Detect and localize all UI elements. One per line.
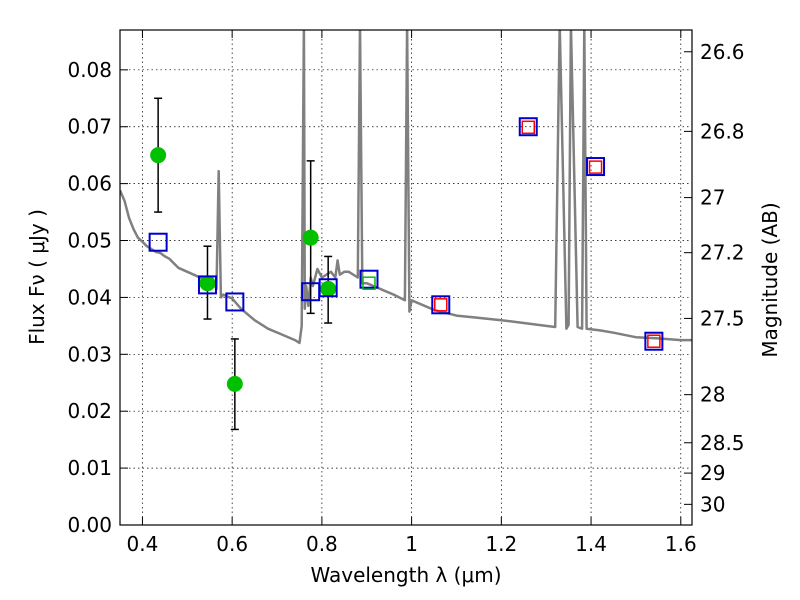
right-tick-label: 30 — [700, 492, 725, 516]
spectrum-line — [120, 30, 692, 345]
y-tick-label: 0.04 — [67, 285, 112, 309]
x-tick-label: 1.2 — [485, 532, 517, 556]
limit-point — [521, 120, 536, 135]
y-tick-label: 0.05 — [67, 229, 112, 253]
right-tick-label: 28 — [700, 383, 725, 407]
y-tick-label: 0.01 — [67, 456, 112, 480]
model-point — [431, 295, 451, 315]
model-point — [318, 278, 338, 298]
model-point — [197, 275, 217, 295]
model-point — [359, 269, 379, 289]
limit-point — [647, 334, 661, 348]
x-tick-label: 1.4 — [575, 532, 607, 556]
observed-point — [199, 275, 216, 292]
y-tick-label: 0.02 — [67, 399, 112, 423]
model-point — [586, 157, 606, 177]
x-axis-label: Wavelength λ (μm) — [310, 563, 501, 587]
grid — [120, 30, 692, 526]
observed-point — [226, 375, 243, 392]
y-tick-label: 0.00 — [67, 513, 112, 537]
observed-point — [320, 280, 337, 297]
y-tick-label: 0.06 — [67, 172, 112, 196]
y-tick-label: 0.08 — [67, 58, 112, 82]
y-tick-label: 0.07 — [67, 115, 112, 139]
right-tick-label: 29 — [700, 461, 725, 485]
plot-frame — [119, 29, 693, 526]
observed-point — [302, 229, 319, 246]
right-axis-label: Magnitude (AB) — [758, 202, 782, 357]
axes: 0.4 0.6 0.8 1 1.2 1.4 1.6 0.00 0.01 0.02 0.03 0.04 0… — [67, 29, 745, 556]
x-tick-label: 0.6 — [216, 532, 248, 556]
right-tick-label: 26.8 — [700, 119, 745, 143]
right-tick-label: 26.6 — [700, 40, 745, 64]
limit-point — [434, 298, 448, 312]
x-tick-label: 0.8 — [306, 532, 338, 556]
limit-point — [588, 160, 603, 174]
y-axis-label: Flux Fν ( μJy ) — [25, 209, 49, 345]
right-tick-label: 28.5 — [700, 431, 745, 455]
x-tick-label: 1 — [405, 532, 418, 556]
x-tick-label: 0.4 — [127, 532, 159, 556]
model-point-green — [362, 276, 376, 290]
y-tick-label: 0.03 — [67, 342, 112, 366]
x-tick-label: 1.6 — [665, 532, 697, 556]
model-point — [148, 232, 168, 252]
model-point — [518, 117, 538, 137]
model-point — [225, 292, 245, 312]
right-tick-label: 27.5 — [700, 306, 745, 330]
model-point — [644, 331, 664, 351]
observed-point — [150, 147, 167, 164]
right-tick-label: 27.2 — [700, 241, 745, 265]
right-tick-label: 27 — [700, 186, 725, 210]
plot-area — [120, 30, 692, 431]
